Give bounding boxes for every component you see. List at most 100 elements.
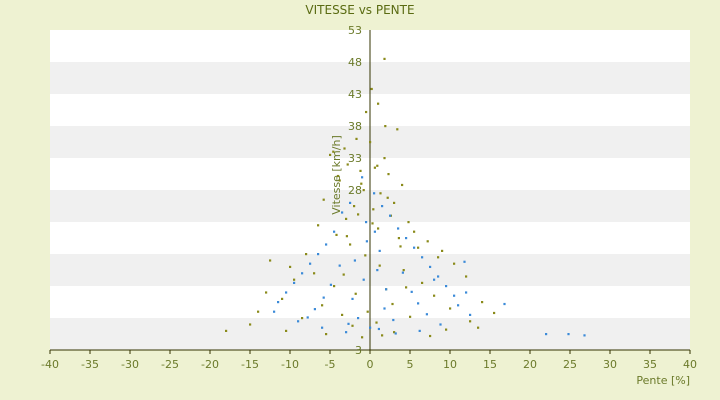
data-point: [387, 173, 390, 176]
data-point: [365, 221, 368, 224]
data-point: [405, 286, 408, 289]
data-point: [249, 323, 252, 326]
data-point: [317, 253, 320, 256]
x-tick-label: 20: [523, 358, 537, 371]
data-point: [257, 310, 260, 313]
data-point: [545, 333, 548, 336]
data-point: [371, 222, 374, 225]
x-tick-label: 15: [483, 358, 497, 371]
data-point: [332, 150, 335, 153]
data-point: [277, 301, 280, 304]
data-point: [392, 318, 395, 322]
data-point: [409, 315, 412, 318]
data-point: [410, 290, 413, 293]
data-point: [301, 272, 304, 275]
data-point: [359, 169, 362, 172]
data-point: [376, 269, 379, 272]
data-point: [469, 313, 472, 316]
data-point: [365, 240, 368, 243]
data-points: [225, 57, 586, 339]
data-point: [361, 336, 364, 339]
data-point: [567, 333, 570, 336]
data-point: [426, 240, 429, 243]
data-point: [376, 164, 379, 167]
data-point: [322, 296, 325, 299]
data-point: [413, 246, 416, 249]
data-point: [322, 198, 325, 201]
x-axis: [49, 349, 691, 354]
data-point: [377, 102, 380, 105]
data-point: [353, 205, 356, 208]
data-point: [453, 262, 456, 265]
data-point: [421, 256, 424, 259]
data-point: [373, 192, 376, 195]
data-point: [313, 308, 316, 311]
data-point: [384, 125, 387, 128]
x-tick-label: -5: [325, 358, 336, 371]
data-point: [225, 329, 228, 332]
data-point: [389, 214, 392, 217]
data-point: [429, 334, 432, 338]
data-point: [503, 302, 506, 306]
data-point: [401, 183, 404, 187]
data-point: [433, 294, 436, 297]
data-point: [463, 260, 466, 263]
y-tick-label: 28: [348, 184, 362, 197]
data-point: [377, 327, 380, 331]
x-tick-label: -30: [121, 358, 139, 371]
data-point: [394, 332, 397, 335]
data-point: [377, 227, 380, 230]
data-point: [465, 275, 468, 278]
data-point: [273, 310, 276, 313]
data-point: [364, 254, 367, 257]
data-point: [337, 174, 340, 178]
data-point: [413, 230, 416, 233]
data-point: [385, 288, 388, 291]
data-point: [354, 292, 357, 295]
data-point: [378, 264, 381, 267]
data-point: [481, 301, 484, 304]
data-point: [383, 57, 386, 60]
data-point: [383, 307, 386, 310]
data-point: [281, 297, 284, 300]
data-point: [333, 285, 336, 288]
y-axis-label: Vitesse [km/h]: [330, 135, 343, 215]
data-point: [325, 243, 328, 246]
data-point: [369, 326, 372, 329]
data-point: [425, 313, 428, 316]
data-point: [345, 331, 348, 334]
data-point: [441, 249, 444, 252]
data-point: [433, 278, 436, 281]
data-point: [386, 196, 389, 199]
data-point: [457, 304, 460, 307]
data-point: [347, 322, 350, 325]
data-point: [407, 221, 410, 224]
data-point: [309, 262, 312, 265]
x-tick-label: -40: [41, 358, 59, 371]
data-point: [285, 291, 288, 294]
data-point: [381, 334, 384, 337]
x-tick-label: 10: [443, 358, 457, 371]
data-point: [383, 157, 386, 160]
data-point: [341, 211, 344, 214]
data-point: [285, 329, 288, 332]
data-point: [333, 230, 336, 233]
data-point: [305, 253, 308, 256]
x-tick-label: 0: [367, 358, 374, 371]
y-tick-label: 53: [348, 24, 362, 37]
data-point: [317, 224, 320, 227]
data-point: [335, 233, 338, 236]
data-point: [417, 246, 420, 249]
data-point: [381, 205, 384, 208]
data-point: [421, 281, 424, 284]
data-point: [351, 324, 354, 327]
data-point: [370, 87, 373, 91]
data-point: [396, 128, 399, 131]
data-point: [341, 313, 344, 316]
data-point: [372, 208, 375, 211]
y-tick-label: 43: [348, 88, 362, 101]
data-point: [349, 243, 352, 246]
data-point: [418, 329, 421, 332]
data-point: [345, 235, 348, 238]
data-point: [346, 163, 349, 166]
